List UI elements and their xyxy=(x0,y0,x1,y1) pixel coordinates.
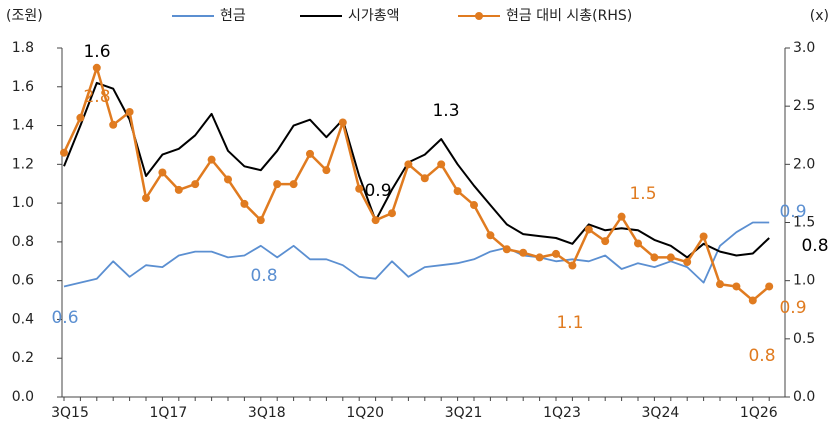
y-tick-label: 1.2 xyxy=(12,156,34,172)
y-tick-label: 0.4 xyxy=(12,311,34,327)
y-tick-label: 1.0 xyxy=(12,195,34,211)
y-tick-label: 0.8 xyxy=(12,234,34,250)
annotation: 0.8 xyxy=(801,236,828,256)
series-marker xyxy=(109,120,118,129)
series-marker xyxy=(683,258,692,267)
series-line xyxy=(63,81,770,259)
series-marker xyxy=(371,216,380,225)
y2-tick-label: 1.5 xyxy=(793,215,815,231)
y-tick-label: 0.2 xyxy=(12,350,34,366)
y2-tick-label: 2.0 xyxy=(793,156,815,172)
y-tick-label: 1.6 xyxy=(12,79,34,95)
series-line xyxy=(63,221,770,288)
series-marker xyxy=(256,216,265,225)
x-tick-label: 3Q18 xyxy=(248,405,286,421)
y-tick-label: 1.8 xyxy=(12,40,34,56)
series-marker xyxy=(666,253,675,262)
series-marker xyxy=(306,149,314,158)
annotation: 1.3 xyxy=(432,101,459,121)
series-marker xyxy=(338,118,347,127)
legend-label: 시가총액 xyxy=(348,8,400,24)
series-marker xyxy=(568,261,577,270)
y-tick-label: 0.6 xyxy=(12,273,34,289)
series-marker xyxy=(289,180,298,189)
series-marker xyxy=(125,107,134,116)
y-tick-label: 0.0 xyxy=(12,389,34,405)
y2-tick-label: 2.5 xyxy=(793,98,815,114)
series-marker xyxy=(76,113,85,122)
series-marker xyxy=(437,160,446,169)
x-tick-label: 3Q15 xyxy=(51,405,89,421)
y2-tick-label: 0.5 xyxy=(793,331,815,347)
series-marker xyxy=(748,296,757,305)
annotation: 0.6 xyxy=(51,308,78,328)
series-marker xyxy=(650,253,659,262)
legend-label: 현금 xyxy=(220,8,246,24)
annotation: 0.8 xyxy=(250,266,277,286)
y2-tick-label: 1.0 xyxy=(793,273,815,289)
series-marker xyxy=(224,175,232,184)
y-unit-label: (조원) xyxy=(6,8,43,24)
annotation: 0.9 xyxy=(779,202,806,222)
series-marker xyxy=(92,63,101,72)
x-tick-label: 1Q26 xyxy=(740,405,778,421)
series-marker xyxy=(404,160,413,169)
y2-tick-label: 0.0 xyxy=(793,389,815,405)
annotation: 0.9 xyxy=(364,181,391,201)
series-marker xyxy=(552,249,560,258)
y2-unit-label: (x) xyxy=(810,8,829,24)
series-marker xyxy=(420,174,429,183)
y2-tick-label: 3.0 xyxy=(793,40,815,56)
series-marker xyxy=(617,212,626,221)
series-marker xyxy=(470,201,478,210)
y-tick-label: 1.4 xyxy=(12,118,34,134)
series-line xyxy=(62,66,771,302)
series-marker xyxy=(191,180,200,189)
series-marker xyxy=(207,155,216,164)
series-marker xyxy=(519,248,528,257)
series-marker xyxy=(158,168,167,177)
annotation: 1.5 xyxy=(629,184,656,204)
series-marker xyxy=(699,232,708,241)
series-marker xyxy=(60,148,68,157)
series-marker xyxy=(486,231,495,240)
annotation: 0.9 xyxy=(779,298,806,318)
series-marker xyxy=(322,166,331,175)
series-marker xyxy=(535,253,544,262)
legend-label: 현금 대비 시총(RHS) xyxy=(506,8,632,24)
annotation: 0.8 xyxy=(748,346,775,366)
series-marker xyxy=(174,185,183,194)
series-marker xyxy=(765,282,774,291)
x-tick-label: 1Q17 xyxy=(150,405,188,421)
series-marker xyxy=(502,245,511,254)
series-marker xyxy=(273,180,282,189)
series-marker xyxy=(601,237,610,246)
series-marker xyxy=(453,187,462,196)
legend-marker xyxy=(475,12,483,20)
x-tick-label: 1Q23 xyxy=(543,405,581,421)
series-marker xyxy=(732,282,741,291)
series-marker xyxy=(388,209,396,218)
annotation: 1.6 xyxy=(83,42,110,62)
series-marker xyxy=(716,280,724,289)
x-tick-label: 3Q21 xyxy=(445,405,483,421)
series-marker xyxy=(584,225,593,234)
annotation: 2.8 xyxy=(83,87,110,107)
series-marker xyxy=(142,194,150,203)
x-tick-label: 1Q20 xyxy=(346,405,384,421)
series-marker xyxy=(355,184,364,193)
annotation: 1.1 xyxy=(556,313,583,333)
x-tick-label: 3Q24 xyxy=(642,405,680,421)
series-marker xyxy=(240,199,249,208)
series-marker xyxy=(634,239,642,248)
